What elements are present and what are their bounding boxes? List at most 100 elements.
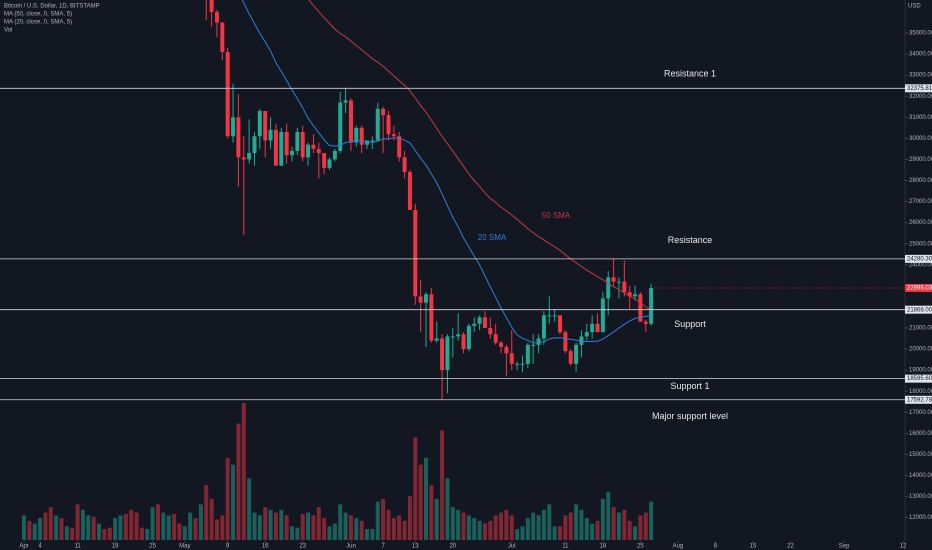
candle-body — [407, 172, 412, 210]
y-tick-label: 35000.00 — [909, 31, 932, 37]
volume-bar — [461, 512, 466, 540]
y-tick-label: 34000.00 — [909, 52, 932, 58]
candle-body — [306, 144, 311, 158]
candle-body — [440, 338, 445, 371]
sma-line — [241, 0, 652, 344]
y-tick-label: 28000.00 — [909, 178, 932, 184]
volume-legend: Vol — [4, 28, 12, 34]
volume-bar — [547, 504, 552, 540]
candle-body — [257, 110, 262, 137]
candle-body — [482, 317, 487, 328]
volume-bar — [54, 515, 59, 540]
level-price-box — [905, 254, 932, 263]
volume-bar — [332, 523, 337, 540]
volume-bar — [129, 509, 134, 540]
y-tick-label: 12000.00 — [909, 515, 932, 521]
candle-body — [584, 332, 589, 337]
volume-bar — [188, 512, 193, 540]
volume-bar — [574, 504, 579, 540]
volume-bar — [606, 492, 611, 540]
volume-bar — [161, 512, 166, 540]
volume-bar — [649, 501, 654, 540]
volume-bar — [504, 509, 509, 540]
candle-body — [627, 292, 632, 297]
candle-body — [649, 287, 654, 324]
volume-bar — [525, 518, 530, 540]
candle-body — [290, 150, 294, 156]
volume-layer — [22, 403, 654, 540]
candle-body — [322, 153, 327, 168]
x-tick-label: 11 — [562, 544, 569, 550]
level-name: Support — [674, 319, 706, 329]
volume-bar — [627, 520, 632, 540]
volume-bar — [123, 513, 128, 540]
volume-bar — [139, 527, 144, 540]
volume-bar — [193, 518, 198, 540]
volume-bar — [327, 526, 332, 540]
y-axis-label: USD — [908, 4, 921, 10]
volume-bar — [118, 515, 123, 540]
ma-legend: MA (20, close, 0, SMA, 5) — [4, 20, 72, 26]
volume-bar — [236, 423, 241, 540]
x-tick-label: 16 — [262, 544, 269, 550]
candle-body — [268, 129, 273, 141]
volume-bar — [102, 529, 107, 540]
volume-bar — [477, 520, 482, 540]
level-price: 32375.81 — [907, 86, 932, 92]
level-price-box — [905, 84, 932, 93]
volume-bar — [209, 498, 214, 540]
volume-bar — [584, 518, 589, 540]
candle-body — [488, 327, 493, 335]
candle-body — [273, 129, 278, 166]
candle-body — [220, 22, 225, 52]
x-tick-label: 20 — [449, 544, 456, 550]
candle-body — [525, 344, 530, 364]
volume-bar — [552, 526, 557, 540]
y-tick-label: 25000.00 — [909, 241, 932, 247]
candle-body — [359, 127, 364, 145]
volume-bar — [43, 512, 48, 540]
volume-bar — [456, 509, 461, 540]
candle-body — [397, 136, 402, 158]
candle-body — [391, 134, 396, 137]
volume-bar — [375, 501, 380, 540]
volume-bar — [558, 526, 562, 540]
volume-bar — [38, 518, 43, 540]
y-tick-label: 27000.00 — [909, 199, 932, 205]
x-tick-label: 4 — [38, 544, 42, 550]
y-tick-label: 20000.00 — [909, 347, 932, 353]
x-tick-label: 7 — [381, 544, 385, 550]
y-tick-label: 26000.00 — [909, 220, 932, 226]
volume-bar — [590, 523, 595, 540]
y-tick-label: 32000.00 — [909, 94, 932, 100]
volume-bar — [220, 515, 225, 540]
y-tick-label: 29000.00 — [909, 157, 932, 163]
volume-bar — [424, 457, 428, 540]
volume-bar — [225, 457, 230, 540]
volume-bar — [91, 516, 96, 540]
volume-bar — [97, 523, 102, 540]
candle-body — [558, 315, 562, 333]
candle-body — [214, 11, 219, 23]
volume-bar — [231, 464, 236, 540]
volume-bar — [300, 513, 305, 540]
volume-bar — [445, 478, 450, 540]
volume-bar — [322, 518, 327, 540]
volume-bar — [450, 507, 455, 540]
volume-bar — [145, 529, 150, 540]
y-tick-label: 13000.00 — [909, 494, 932, 500]
candle-body — [520, 363, 525, 365]
candle-body — [241, 157, 246, 160]
candle-body — [348, 100, 353, 143]
y-tick-label: 31000.00 — [909, 115, 932, 121]
x-tick-label: 22 — [787, 544, 794, 550]
candle-body — [375, 108, 380, 141]
candle-body — [231, 117, 236, 137]
volume-bar — [80, 509, 85, 540]
volume-bar — [172, 513, 177, 540]
candle-body — [343, 100, 348, 103]
volume-bar — [499, 512, 504, 540]
candle-body — [424, 294, 428, 303]
volume-bar — [279, 509, 284, 540]
level-name: Resistance — [668, 235, 713, 245]
